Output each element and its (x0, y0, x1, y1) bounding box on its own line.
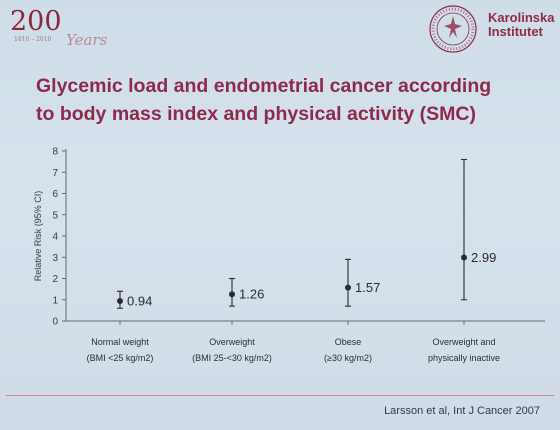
y-tick-label: 2 (52, 274, 58, 285)
y-tick-label: 1 (52, 295, 58, 306)
data-label: 1.57 (355, 280, 380, 295)
anniversary-script: Years (66, 31, 108, 49)
reference-citation: Larsson et al, Int J Cancer 2007 (384, 405, 540, 417)
x-category-label-line1: Overweight (209, 337, 255, 347)
anniversary-logo: 200 1810 – 2010 Years (8, 6, 118, 49)
data-point (461, 254, 467, 261)
y-tick-label: 5 (52, 210, 58, 221)
title-line-1: Glycemic load and endometrial cancer acc… (36, 75, 492, 97)
brand-line-2: Institutet (488, 24, 543, 39)
karolinska-seal-icon (429, 5, 477, 53)
data-label: 0.94 (127, 294, 152, 309)
y-tick-label: 0 (52, 317, 58, 328)
slide-title: Glycemic load and endometrial cancer acc… (36, 72, 556, 128)
data-point (117, 298, 123, 305)
x-category-label-line2: (BMI 25-<30 kg/m2) (192, 353, 272, 363)
y-tick-label: 6 (52, 189, 58, 200)
x-category-label-line1: Obese (335, 337, 362, 347)
y-axis-label: Relative Risk (95% CI) (33, 191, 43, 282)
data-point (345, 284, 351, 291)
x-category-label-line1: Normal weight (91, 337, 149, 347)
brand-line-1: Karolinska (488, 10, 555, 25)
y-tick-label: 8 (52, 147, 58, 158)
x-category-label-line2: (BMI <25 kg/m2) (87, 353, 154, 363)
x-category-label-line1: Overweight and (432, 337, 495, 347)
anniversary-number: 200 (10, 6, 62, 37)
brand-name: Karolinska Institutet (488, 11, 554, 39)
footer-divider (6, 395, 554, 396)
title-line-2: to body mass index and physical activity… (36, 103, 476, 125)
data-label: 2.99 (471, 250, 496, 265)
x-category-label-line2: physically inactive (428, 353, 500, 363)
y-tick-label: 3 (52, 253, 58, 264)
data-point (229, 291, 235, 298)
x-category-label-line2: (≥30 kg/m2) (324, 353, 372, 363)
y-tick-label: 7 (52, 168, 58, 179)
anniversary-years: 1810 – 2010 (14, 36, 52, 43)
data-label: 1.26 (239, 287, 264, 302)
y-tick-label: 4 (52, 232, 58, 243)
